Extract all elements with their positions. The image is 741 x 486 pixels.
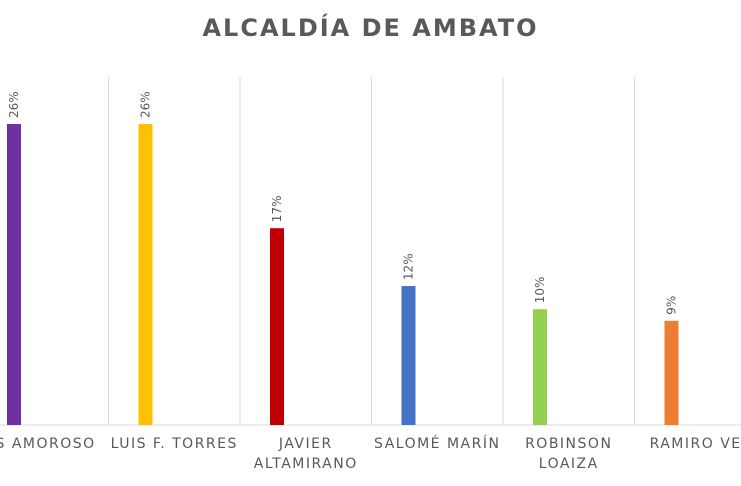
category-label: RAMIRO VEL [650,436,741,452]
data-label: 26% [139,91,153,118]
category-label: ROBINSON LOAIZA [525,436,612,472]
data-label: 17% [270,196,284,223]
data-label: 9% [665,296,679,315]
category-label: SALOMÉ MARÍN [374,435,500,452]
category-label: LUIS F. TORRES [111,436,238,452]
bar [401,286,416,425]
data-label: 12% [402,253,416,280]
bar [7,124,21,425]
data-label: 10% [533,277,547,304]
category-label: JAVIER ALTAMIRANO [254,436,358,472]
chart-title: ALCALDÍA DE AMBATO [202,14,539,42]
category-label: IS AMOROSO [0,436,96,452]
bar [664,320,679,425]
data-label: 26% [7,91,21,118]
bar [138,124,153,425]
bar [533,309,547,425]
bar [270,228,284,425]
